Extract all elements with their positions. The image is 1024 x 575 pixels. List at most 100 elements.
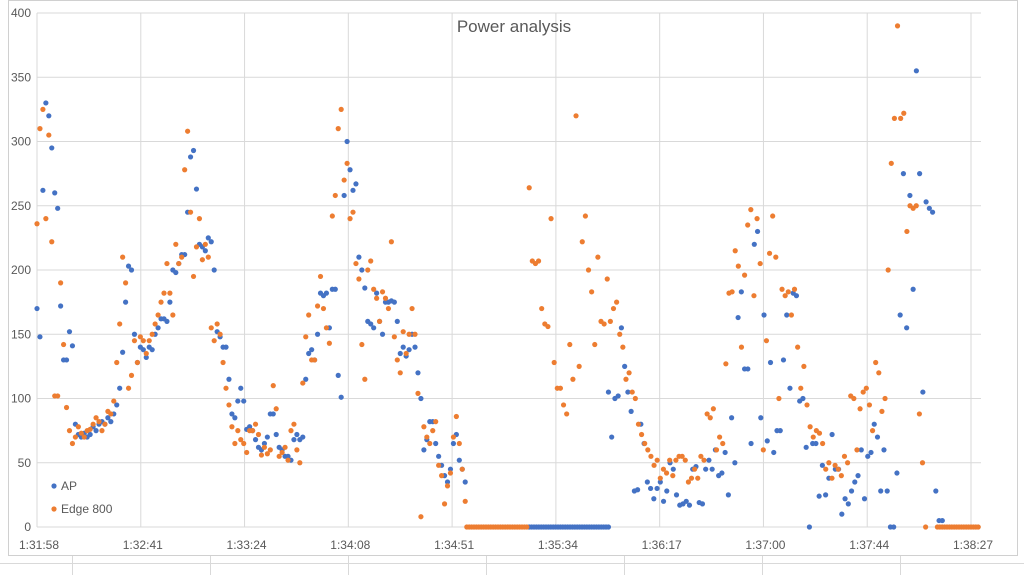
data-point xyxy=(40,187,46,193)
data-point xyxy=(173,241,179,247)
data-point xyxy=(208,239,214,245)
sheet-gridline xyxy=(0,563,1024,564)
data-point xyxy=(128,267,135,273)
data-point xyxy=(125,385,132,391)
data-point xyxy=(738,344,745,350)
data-point xyxy=(725,492,731,498)
data-point xyxy=(338,106,344,112)
x-axis-ticks: 1:31:58 1:32:41 1:33:24 1:34:08 1:34:51 1:35:… xyxy=(19,538,993,552)
legend[interactable]: AP Edge 800 xyxy=(51,479,113,516)
data-point xyxy=(524,524,530,530)
data-point xyxy=(397,350,403,357)
data-point xyxy=(223,344,229,350)
data-point xyxy=(735,314,741,321)
data-point xyxy=(878,488,884,494)
gridlines xyxy=(36,12,981,528)
data-point xyxy=(848,488,855,494)
data-point xyxy=(450,440,457,447)
data-point xyxy=(69,343,76,349)
data-point xyxy=(447,470,454,476)
data-point xyxy=(270,383,276,389)
data-point xyxy=(382,295,389,301)
data-point xyxy=(78,430,84,436)
data-point xyxy=(551,359,557,366)
data-point xyxy=(341,192,347,199)
data-point xyxy=(238,385,244,391)
data-point xyxy=(87,431,93,438)
data-point xyxy=(379,289,386,295)
data-point xyxy=(433,440,439,447)
data-point xyxy=(332,286,338,292)
data-point xyxy=(102,421,108,427)
data-point xyxy=(699,501,706,507)
data-point xyxy=(459,466,465,472)
data-point xyxy=(412,344,418,350)
data-point xyxy=(185,128,191,134)
chart-title: Power analysis xyxy=(457,17,571,36)
data-point xyxy=(182,167,188,173)
data-point xyxy=(832,462,838,468)
data-point xyxy=(861,496,868,502)
data-point xyxy=(52,190,58,196)
data-point xyxy=(841,453,848,459)
data-point xyxy=(622,363,628,369)
data-point xyxy=(232,440,238,447)
data-point xyxy=(829,431,835,438)
data-point xyxy=(813,440,819,447)
data-point xyxy=(199,257,205,263)
data-point xyxy=(673,457,679,463)
data-point xyxy=(791,286,798,292)
data-point xyxy=(780,357,787,363)
data-point xyxy=(647,485,654,492)
data-point xyxy=(267,447,273,453)
data-point xyxy=(409,305,415,312)
y-tick-label: 150 xyxy=(11,327,31,341)
data-point xyxy=(93,428,99,434)
data-point xyxy=(235,398,241,404)
data-point xyxy=(226,376,232,382)
data-point xyxy=(58,280,64,286)
data-point xyxy=(291,437,297,443)
data-point xyxy=(657,475,663,481)
data-point xyxy=(771,449,777,456)
data-point xyxy=(579,239,585,245)
data-point xyxy=(751,293,757,299)
data-point xyxy=(692,466,698,472)
data-point xyxy=(923,199,929,205)
power-analysis-chart[interactable]: 0 50 100 150 200 250 300 350 400 1:31:58 1:32:41 1… xyxy=(8,0,1018,556)
x-tick-label: 1:34:08 xyxy=(330,538,370,552)
data-point xyxy=(131,338,138,344)
data-point xyxy=(252,421,259,427)
data-point xyxy=(770,213,776,219)
data-point xyxy=(873,359,879,366)
data-point xyxy=(276,453,282,459)
data-point xyxy=(391,299,397,305)
data-point xyxy=(829,475,835,481)
data-point xyxy=(303,334,309,340)
data-point xyxy=(782,293,788,299)
x-tick-label: 1:35:34 xyxy=(538,538,578,552)
data-point xyxy=(713,447,720,453)
data-point xyxy=(309,347,315,353)
data-point xyxy=(738,289,744,295)
data-point xyxy=(688,475,695,481)
data-point xyxy=(49,239,55,245)
x-tick-label: 1:32:41 xyxy=(123,538,163,552)
data-point xyxy=(876,370,882,376)
data-point xyxy=(648,453,654,459)
data-point xyxy=(723,361,729,367)
data-point xyxy=(347,216,353,222)
data-point xyxy=(226,402,232,408)
data-point xyxy=(835,466,841,472)
data-point xyxy=(871,421,877,427)
data-point xyxy=(303,376,309,382)
data-point xyxy=(601,321,607,327)
data-point xyxy=(933,488,939,494)
data-point xyxy=(34,221,40,227)
data-point xyxy=(719,470,725,476)
data-point xyxy=(545,323,551,330)
data-point xyxy=(415,370,421,376)
data-point xyxy=(43,100,49,106)
data-point xyxy=(884,488,890,494)
data-point xyxy=(255,431,262,438)
